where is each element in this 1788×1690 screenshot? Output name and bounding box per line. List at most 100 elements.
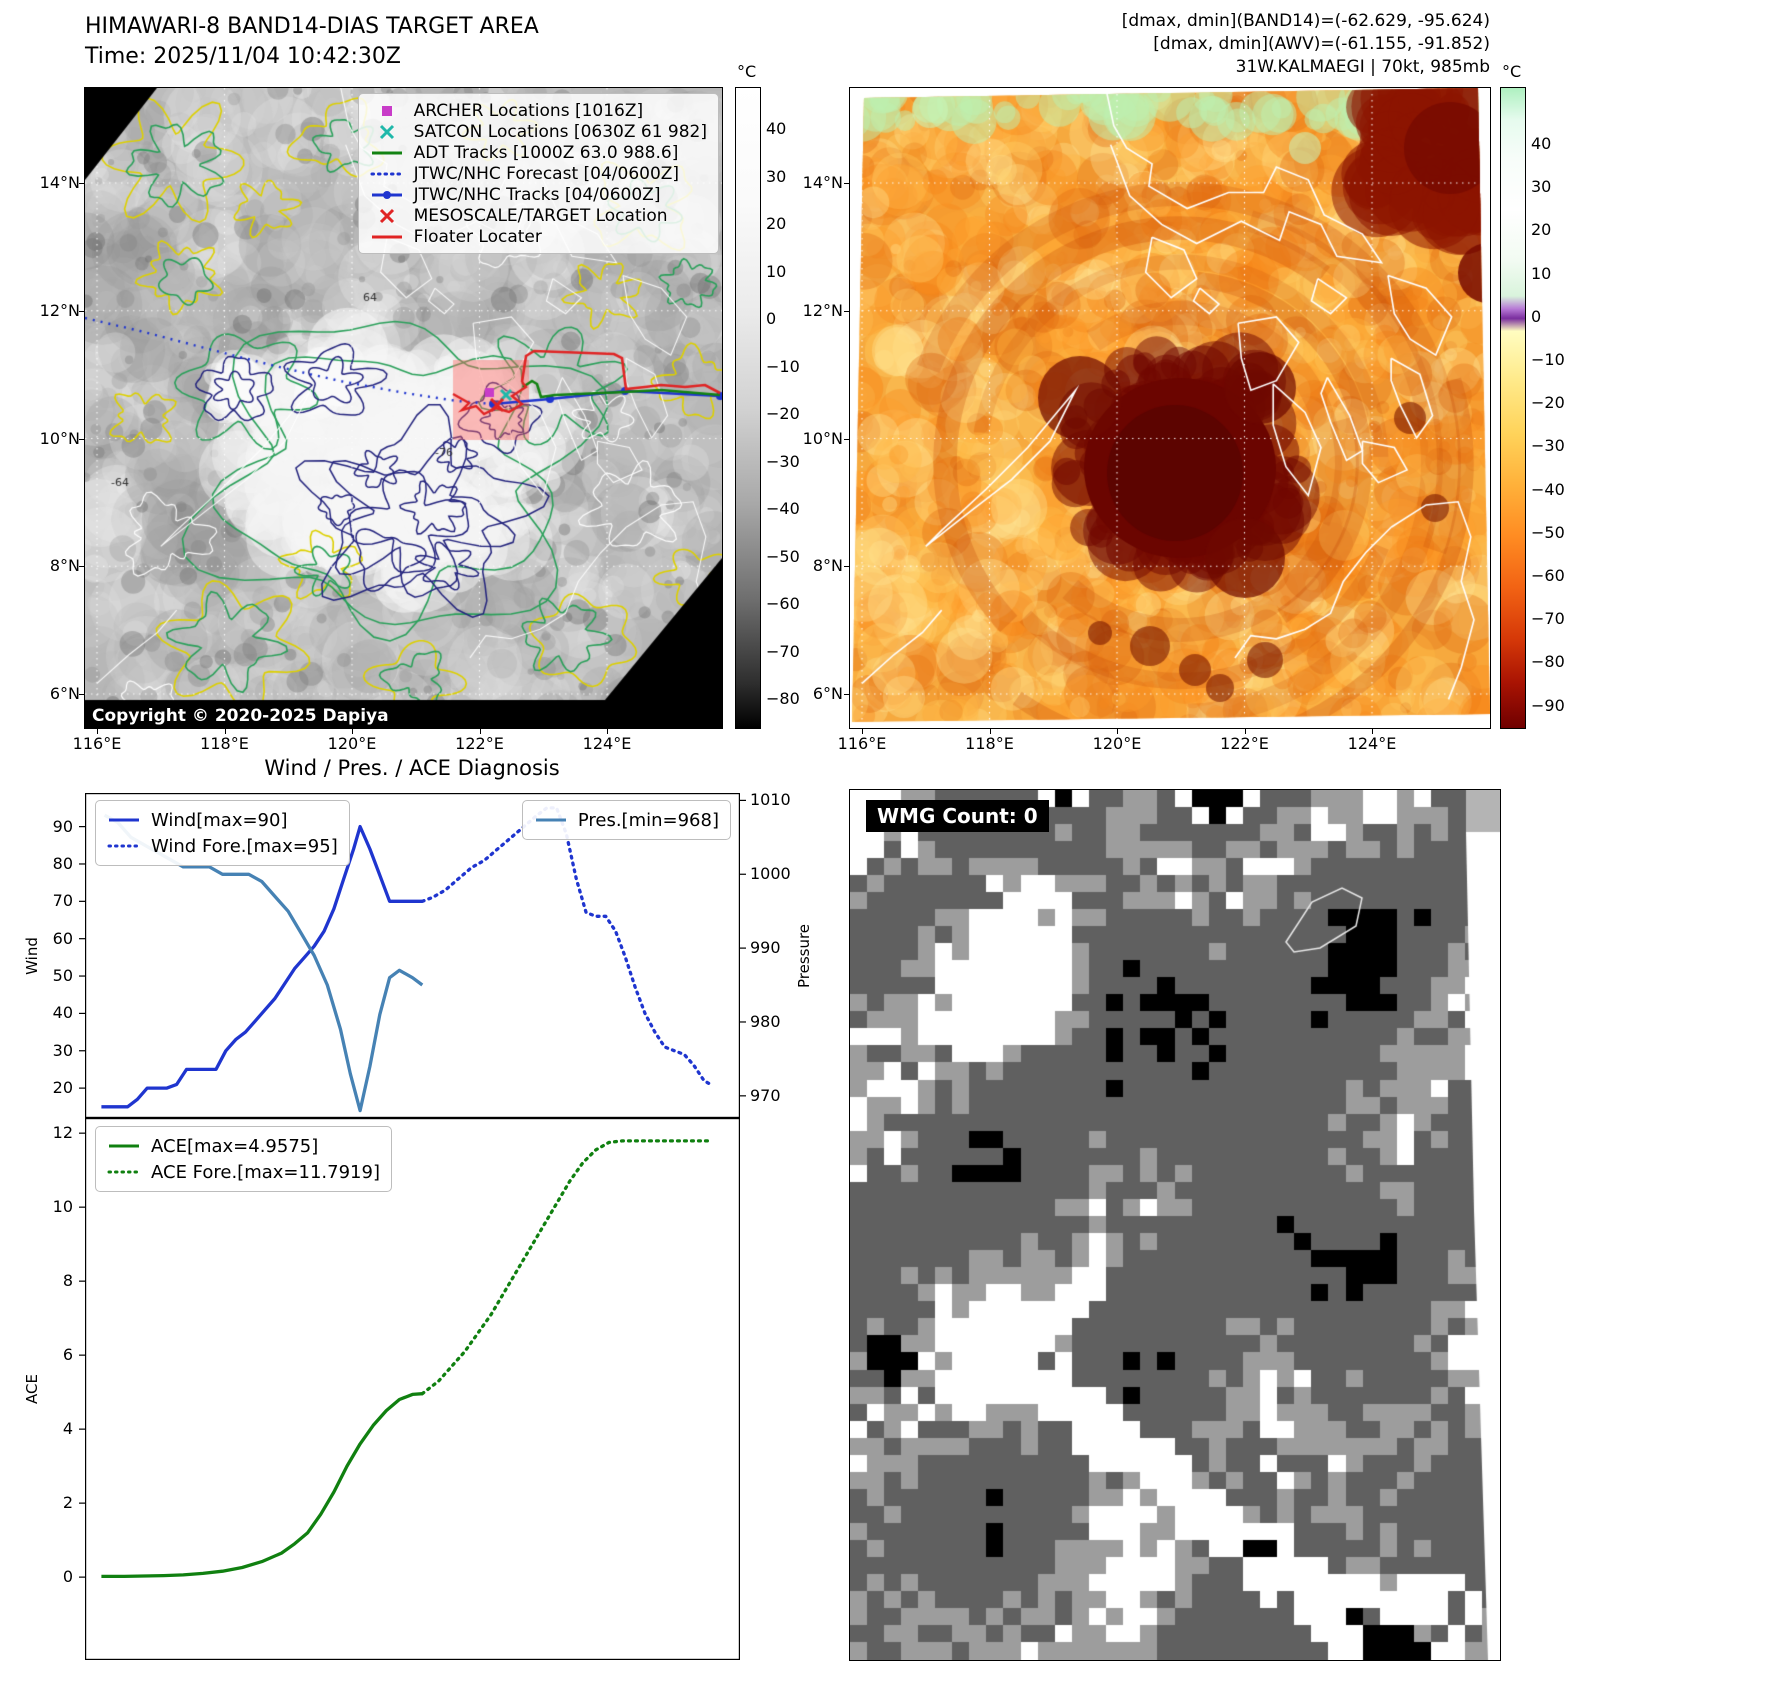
band14-colorbar-tick: 40 [766, 119, 787, 138]
awv-colorbar-tick: −60 [1531, 566, 1565, 585]
tick-mark [844, 183, 849, 184]
legend-label: ACE[max=4.9575] [151, 1135, 319, 1157]
band14-title: HIMAWARI-8 BAND14-DIAS TARGET AREA [85, 14, 539, 39]
chart-ytick-right: 990 [750, 938, 781, 958]
awv-colorbar-tick: −40 [1531, 479, 1565, 499]
legend-item: ACE[max=4.9575] [107, 1133, 380, 1159]
band14-colorbar-tick: −70 [766, 641, 800, 661]
legend-item: Wind[max=90] [107, 807, 338, 833]
legend-item: JTWC/NHC Tracks [04/0600Z] [370, 184, 707, 205]
tick-mark [479, 729, 481, 734]
band14-colorbar-tick: 10 [766, 261, 787, 281]
legend-label: JTWC/NHC Forecast [04/0600Z] [413, 163, 680, 184]
series-line [420, 806, 713, 1087]
band14-colorbar-tick: −10 [766, 356, 800, 376]
chart-ytick-right: 1010 [750, 790, 791, 810]
chart-ytick-left: 6 [62, 1345, 73, 1365]
line-sample [534, 812, 570, 828]
legend-item: ADT Tracks [1000Z 63.0 988.6] [370, 142, 707, 163]
band14-ytick-label: 6°N [49, 684, 80, 703]
ace-legend: ACE[max=4.9575] ACE Fore.[max=11.7919] [95, 1126, 392, 1192]
series-line [101, 824, 423, 1109]
chart-ytick-left: 8 [62, 1271, 73, 1291]
legend-label: Wind Fore.[max=95] [151, 835, 338, 857]
tick-mark [844, 310, 849, 312]
chart-ytick-right: 1000 [750, 864, 791, 884]
tick-mark [79, 438, 84, 440]
chart-ylabel-left: Wind [23, 936, 41, 975]
awv-colorbar-tick: 40 [1531, 134, 1552, 153]
band14-colorbar-tick: 30 [766, 166, 787, 186]
chart-ytick-left: 2 [62, 1493, 73, 1513]
tick-mark [844, 694, 849, 695]
legend-item: Wind Fore.[max=95] [107, 833, 338, 859]
awv-colorbar-tick: 20 [1531, 220, 1552, 240]
legend-label: ACE Fore.[max=11.7919] [151, 1161, 380, 1183]
band14-colorbar-tick: −80 [766, 689, 800, 708]
legend-label: Wind[max=90] [151, 809, 288, 831]
tick-mark [79, 566, 84, 568]
awv-colorbar-tick: 30 [1531, 177, 1552, 197]
awv-colorbar-tick: −80 [1531, 652, 1565, 672]
ace-chart [79, 1118, 740, 1660]
tick-mark [352, 729, 353, 734]
chart-ytick-right: 970 [750, 1085, 781, 1105]
awv-header-line3: 31W.KALMAEGI | 70kt, 985mb [1235, 57, 1490, 77]
tick-mark [862, 729, 863, 734]
awv-colorbar-tick: −20 [1531, 393, 1565, 413]
band14-colorbar-tick: −30 [766, 451, 800, 471]
wmg-count-badge: WMG Count: 0 [866, 800, 1049, 832]
tick-mark [97, 729, 98, 734]
chart-ylabel-right: Pressure [795, 923, 813, 988]
legend-item: ACE Fore.[max=11.7919] [107, 1159, 380, 1185]
awv-ytick-label: 10°N [802, 428, 843, 448]
awv-colorbar-tick: 10 [1531, 263, 1552, 283]
band14-ytick-label: 10°N [39, 428, 80, 448]
awv-xtick-label: 118°E [965, 734, 1014, 753]
chart-ytick-left: 30 [52, 1040, 73, 1060]
band14-copyright: Copyright © 2020-2025 Dapiya [92, 706, 389, 726]
band14-time-label: Time: 2025/11/04 10:42:30Z [85, 44, 401, 69]
band14-colorbar-tick: −40 [766, 499, 800, 518]
chart-ytick-left: 0 [62, 1567, 73, 1587]
line-marker-icon [370, 145, 406, 161]
dotted-marker-icon [370, 166, 406, 182]
band14-map: ARCHER Locations [1016Z] SATCON Locations… [84, 87, 723, 729]
awv-colorbar-tick: −90 [1531, 695, 1565, 715]
band14-colorbar-tick: 20 [766, 214, 787, 233]
legend-item: Floater Locater [370, 226, 707, 247]
awv-map [849, 87, 1491, 729]
band14-colorbar-tick: −20 [766, 404, 800, 423]
legend-item: ARCHER Locations [1016Z] [370, 100, 707, 121]
chart-ytick-left: 4 [62, 1419, 73, 1439]
legend-item: JTWC/NHC Forecast [04/0600Z] [370, 163, 707, 184]
awv-ytick-label: 8°N [812, 556, 843, 576]
band14-xtick-label: 118°E [200, 734, 249, 753]
tick-mark [79, 694, 84, 695]
dotted-line-sample [107, 1164, 143, 1180]
awv-header: [dmax, dmin](BAND14)=(-62.629, -95.624) … [990, 10, 1490, 79]
legend-label: JTWC/NHC Tracks [04/0600Z] [413, 184, 661, 205]
series-line [420, 1139, 713, 1396]
awv-colorbar-tick: −70 [1531, 609, 1565, 629]
tick-mark [224, 729, 226, 734]
awv-ytick-label: 14°N [802, 173, 843, 192]
line-dot-marker-icon [370, 187, 406, 203]
tick-mark [79, 183, 84, 184]
awv-map-canvas [850, 88, 1490, 728]
x-marker-icon [370, 124, 406, 140]
tick-mark [1117, 729, 1118, 734]
band14-ytick-label: 14°N [39, 173, 80, 192]
band14-xtick-label: 124°E [582, 734, 632, 753]
awv-colorbar-tick: −50 [1531, 522, 1565, 542]
dotted-line-sample [107, 838, 143, 854]
band14-xtick-label: 122°E [455, 734, 504, 753]
awv-xtick-label: 122°E [1220, 734, 1269, 753]
legend-label: ADT Tracks [1000Z 63.0 988.6] [413, 142, 679, 163]
chart-ytick-left: 80 [52, 853, 73, 873]
band14-colorbar [735, 87, 761, 729]
awv-header-line2: [dmax, dmin](AWV)=(-61.155, -91.852) [1153, 34, 1490, 54]
wind-legend: Wind[max=90] Wind Fore.[max=95] [95, 800, 350, 866]
awv-colorbar [1500, 87, 1526, 729]
